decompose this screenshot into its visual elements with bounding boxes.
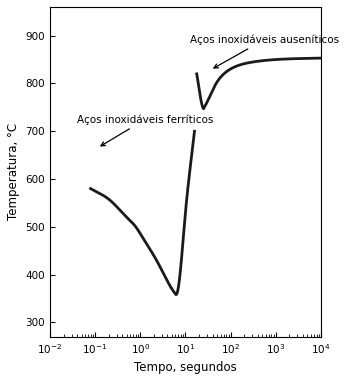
X-axis label: Tempo, segundos: Tempo, segundos <box>134 361 237 374</box>
Text: Aços inoxidáveis auseníticos: Aços inoxidáveis auseníticos <box>190 34 339 68</box>
Y-axis label: Temperatura, °C: Temperatura, °C <box>7 123 20 221</box>
Text: Aços inoxidáveis ferríticos: Aços inoxidáveis ferríticos <box>77 114 213 146</box>
